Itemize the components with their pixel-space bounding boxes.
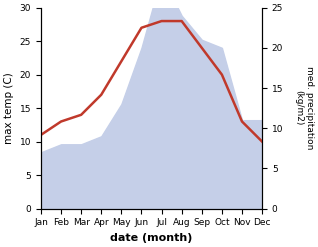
Y-axis label: med. precipitation
(kg/m2): med. precipitation (kg/m2) — [294, 66, 314, 150]
X-axis label: date (month): date (month) — [110, 233, 193, 243]
Y-axis label: max temp (C): max temp (C) — [4, 72, 14, 144]
